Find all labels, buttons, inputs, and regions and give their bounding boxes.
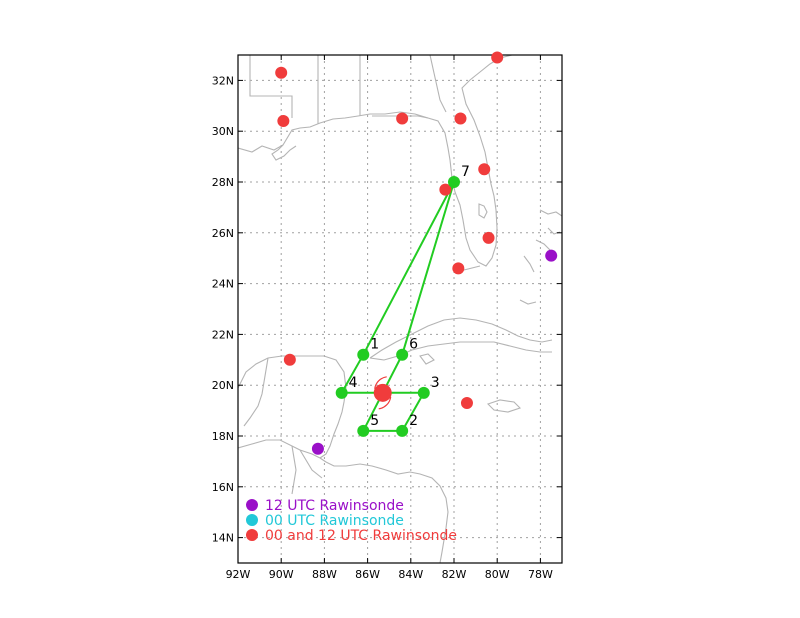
rawinsonde-00-12-marker <box>491 51 504 64</box>
lon-tick-label: 82W <box>442 568 467 581</box>
rawinsonde-00-12-marker <box>283 353 296 366</box>
waypoint-2-marker <box>396 424 409 437</box>
legend-marker <box>246 499 258 511</box>
plot-area: 92W 90W 88W 86W 84W 82W 80W 78W 14N 16N 18N 20N 22N 2… <box>212 51 563 581</box>
waypoint-1-marker <box>357 348 370 361</box>
rawinsonde-00-12-marker <box>460 396 473 409</box>
waypoint-3-marker <box>417 386 430 399</box>
rawinsonde-00-12-marker <box>439 183 452 196</box>
lat-tick-label: 14N <box>212 532 234 545</box>
isle-of-youth <box>419 353 435 365</box>
legend-label: 00 and 12 UTC Rawinsonde <box>265 528 457 544</box>
central-america-coast <box>319 457 449 563</box>
legend-label: 12 UTC Rawinsonde <box>265 498 404 514</box>
rawinsonde-00-12-marker <box>482 231 495 244</box>
lat-tick-label: 16N <box>212 481 234 494</box>
gulf-coast-us <box>238 55 513 267</box>
rawinsonde-sites <box>275 51 558 455</box>
lat-tick-label: 32N <box>212 74 234 87</box>
waypoint-7-marker <box>448 176 460 188</box>
central-america-borders <box>238 439 323 495</box>
flight-waypoints: 1 6 3 2 5 4 7 <box>335 164 470 437</box>
storm-center-icon <box>373 383 392 402</box>
rawinsonde-00-12-marker <box>275 66 288 79</box>
waypoint-4-marker <box>335 386 348 399</box>
lat-tick-label: 26N <box>212 227 234 240</box>
legend-label: 00 UTC Rawinsonde <box>265 513 404 529</box>
bahamas-islands <box>519 209 562 305</box>
lon-tick-label: 84W <box>398 568 423 581</box>
waypoint-5-label: 5 <box>370 413 379 429</box>
waypoint-1-label: 1 <box>370 337 379 353</box>
waypoint-6-marker <box>396 348 409 361</box>
rawinsonde-12-marker <box>545 249 558 262</box>
lon-tick-label: 92W <box>226 568 251 581</box>
lat-tick-label: 20N <box>212 379 234 392</box>
waypoint-6-label: 6 <box>409 337 418 353</box>
flight-track <box>339 181 455 432</box>
legend-marker <box>246 529 258 541</box>
lon-tick-label: 90W <box>269 568 294 581</box>
waypoint-5-marker <box>357 424 370 437</box>
legend-marker <box>246 514 258 526</box>
storm-arm-icon <box>378 396 392 410</box>
waypoint-2-label: 2 <box>409 413 418 429</box>
lon-tick-label: 88W <box>312 568 337 581</box>
lat-tick-label: 30N <box>212 125 234 138</box>
rawinsonde-00-12-marker <box>277 115 290 128</box>
yucatan-coast <box>238 355 347 459</box>
flight-track-line <box>339 181 455 432</box>
rawinsonde-00-12-marker <box>452 262 465 275</box>
storm-center <box>373 376 392 410</box>
florida-lake <box>478 203 488 219</box>
rawinsonde-00-12-marker <box>396 112 409 125</box>
state-borders <box>249 55 447 124</box>
axis-ticks: 92W 90W 88W 86W 84W 82W 80W 78W 14N 16N 18N 20N 22N 2… <box>212 55 562 581</box>
lon-tick-label: 80W <box>485 568 510 581</box>
lon-tick-label: 78W <box>528 568 553 581</box>
waypoint-3-label: 3 <box>431 375 440 391</box>
waypoint-4-label: 4 <box>349 375 358 391</box>
jamaica-coast <box>486 399 522 413</box>
lon-tick-label: 86W <box>355 568 380 581</box>
rawinsonde-00-12-marker <box>454 112 467 125</box>
yucatan-inner <box>243 357 269 427</box>
lat-tick-label: 18N <box>212 430 234 443</box>
mississippi-delta <box>271 144 297 161</box>
storm-arm-icon <box>374 376 387 389</box>
lat-tick-label: 28N <box>212 176 234 189</box>
rawinsonde-12-marker <box>311 442 324 455</box>
rawinsonde-00-12-marker <box>478 163 491 176</box>
map-frame <box>237 54 563 564</box>
lat-tick-label: 24N <box>212 278 234 291</box>
waypoint-7-label: 7 <box>461 164 470 180</box>
lat-tick-label: 22N <box>212 328 234 341</box>
